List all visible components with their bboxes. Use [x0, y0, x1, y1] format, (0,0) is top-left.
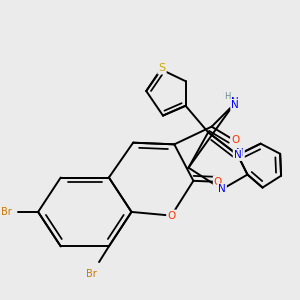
Text: N: N	[231, 97, 239, 107]
Text: O: O	[167, 211, 176, 220]
Text: Br: Br	[86, 269, 97, 279]
Text: N: N	[236, 148, 244, 158]
Text: N: N	[231, 100, 239, 110]
Text: S: S	[158, 63, 166, 74]
Text: N: N	[218, 184, 226, 194]
Text: O: O	[231, 135, 239, 146]
Text: H: H	[224, 92, 231, 101]
Text: N: N	[234, 150, 242, 160]
Text: Br: Br	[1, 207, 12, 217]
Text: N: N	[236, 148, 244, 158]
Text: H: H	[222, 91, 229, 100]
Text: O: O	[214, 177, 222, 187]
